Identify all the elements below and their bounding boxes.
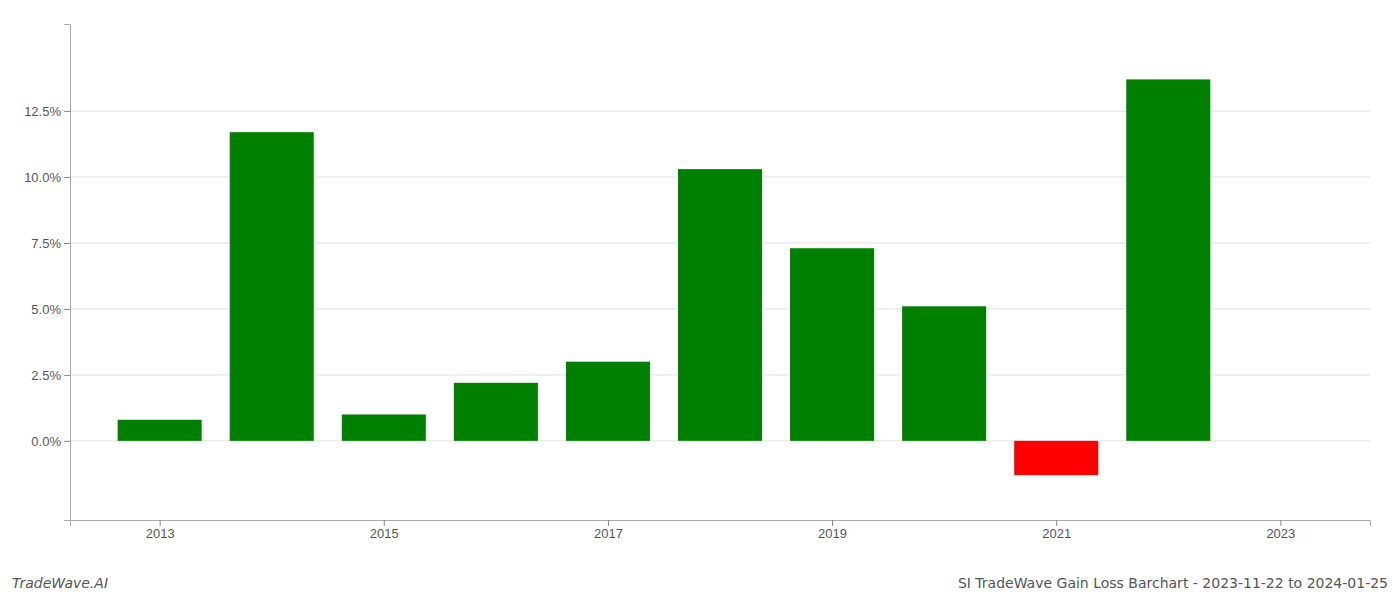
bar xyxy=(1014,441,1098,475)
y-tick-mark xyxy=(64,243,70,244)
y-tick: 7.5% xyxy=(31,236,70,251)
plot: 0.0%2.5%5.0%7.5%10.0%12.5%20132015201720… xyxy=(24,25,1370,542)
x-tick-mark xyxy=(1280,520,1281,526)
x-tick-mark xyxy=(1056,520,1057,526)
y-tick-mark xyxy=(64,441,70,442)
y-axis: 0.0% 2.5% 5.0% 7.5% 10.0% 12.5% xyxy=(24,25,70,521)
y-tick-label: 0.0% xyxy=(31,434,61,449)
y-tick: 5.0% xyxy=(31,302,70,317)
bar xyxy=(902,306,986,441)
y-tick: 10.0% xyxy=(24,170,70,185)
bar xyxy=(566,362,650,441)
watermark: TradeWave.AI xyxy=(12,575,108,591)
y-tick-label: 2.5% xyxy=(31,368,61,383)
x-tick-label: 2017 xyxy=(594,526,623,541)
bar xyxy=(230,132,314,441)
x-tick-label: 2023 xyxy=(1266,526,1295,541)
title: SI TradeWave Gain Loss Barchart - 2023-1… xyxy=(958,575,1388,591)
x-axis: 2013 2015 2017 2019 2021 2023 xyxy=(71,520,1371,541)
x-tick-mark xyxy=(160,520,161,526)
x-tick: 2017 xyxy=(594,520,623,541)
bar xyxy=(790,248,874,441)
y-tick-label: 10.0% xyxy=(24,170,61,185)
y-tick-mark xyxy=(64,177,70,178)
y-tick-label: 12.5% xyxy=(24,104,61,119)
y-tick: 12.5% xyxy=(24,104,70,119)
x-tick-label: 2013 xyxy=(146,526,175,541)
bar xyxy=(342,414,426,440)
x-tick-mark xyxy=(608,520,609,526)
bar xyxy=(1126,79,1210,440)
x-tick: 2021 xyxy=(1042,520,1071,541)
y-tick-mark xyxy=(64,309,70,310)
x-tick-label: 2015 xyxy=(370,526,399,541)
y-tick: 2.5% xyxy=(31,368,70,383)
y-tick-mark xyxy=(64,111,70,112)
x-tick: 2019 xyxy=(818,520,847,541)
x-tick: 2013 xyxy=(146,520,175,541)
y-tick-mark xyxy=(64,375,70,376)
bars xyxy=(118,79,1211,475)
chart: 0.0%2.5%5.0%7.5%10.0%12.5%20132015201720… xyxy=(0,0,1400,600)
x-axis-line xyxy=(71,521,1371,527)
y-tick-label: 5.0% xyxy=(31,302,61,317)
y-axis-line xyxy=(64,25,71,521)
bar xyxy=(118,420,202,441)
y-tick-label: 7.5% xyxy=(31,236,61,251)
x-tick: 2015 xyxy=(370,520,399,541)
bar xyxy=(678,169,762,441)
y-tick: 0.0% xyxy=(31,434,70,449)
x-tick-label: 2021 xyxy=(1042,526,1071,541)
x-tick-mark xyxy=(832,520,833,526)
x-tick: 2023 xyxy=(1266,520,1295,541)
x-tick-mark xyxy=(384,520,385,526)
x-tick-label: 2019 xyxy=(818,526,847,541)
bar xyxy=(454,383,538,441)
